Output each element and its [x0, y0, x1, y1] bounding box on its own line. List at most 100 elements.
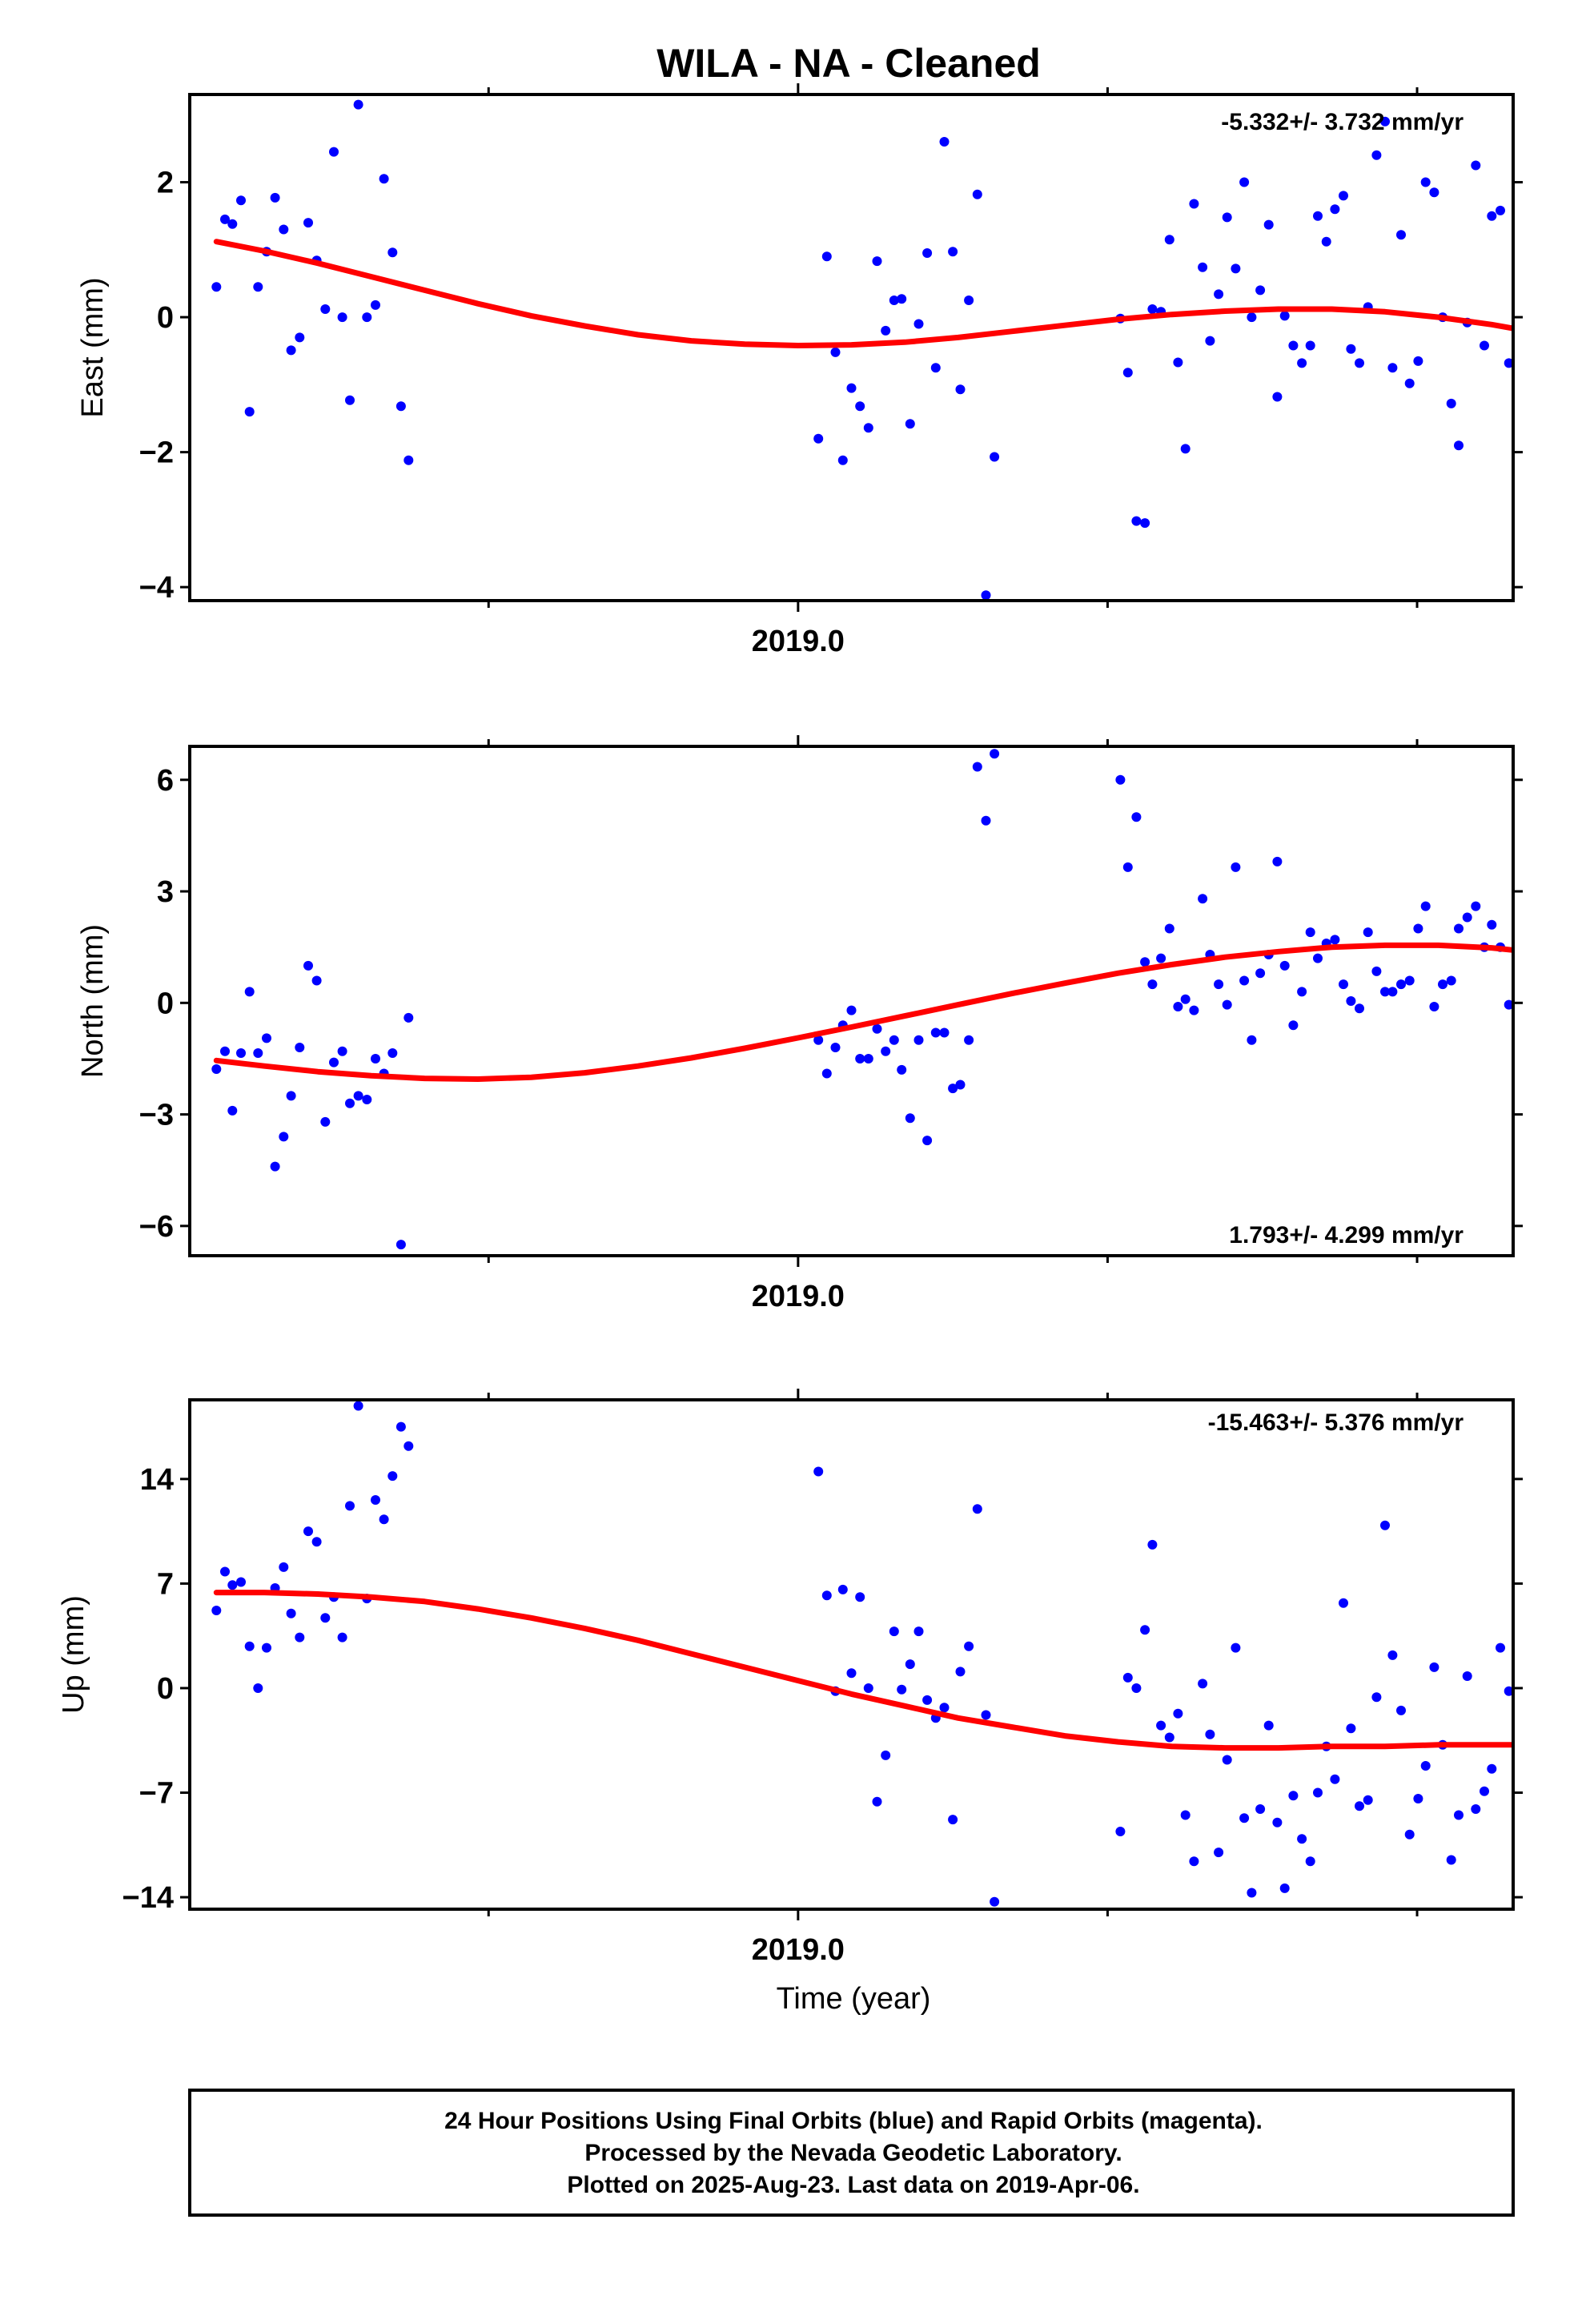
up-data-point [846, 1668, 857, 1679]
up-data-point [1429, 1662, 1439, 1672]
up-data-point [320, 1613, 331, 1623]
north-data-point [320, 1116, 331, 1127]
north-y-tick-label: 6 [157, 764, 174, 798]
east-data-point [1480, 340, 1489, 351]
up-data-point [404, 1441, 414, 1451]
up-data-point [1272, 1817, 1283, 1827]
north-data-point [211, 1064, 222, 1074]
north-data-point [1420, 901, 1431, 911]
north-plot-area [211, 749, 1580, 1250]
up-data-point [964, 1641, 974, 1651]
east-data-point [1313, 211, 1323, 221]
east-data-point [990, 452, 1000, 462]
x-axis-label: Time (year) [777, 1982, 931, 2016]
north-data-point [1115, 774, 1126, 785]
up-data-point [1263, 1720, 1274, 1731]
east-data-point [329, 147, 339, 157]
up-data-point [1363, 1795, 1373, 1805]
up-data-point [1231, 1642, 1241, 1653]
up-data-point [1554, 1828, 1564, 1838]
north-data-point [821, 1068, 832, 1079]
up-data-point [881, 1750, 891, 1760]
north-data-point [345, 1098, 355, 1108]
up-data-point [345, 1501, 355, 1511]
north-data-point [1346, 996, 1356, 1006]
north-y-axis-label: North (mm) [76, 924, 110, 1078]
north-data-point [1355, 1003, 1364, 1014]
east-data-point [813, 433, 824, 444]
up-plot-frame [188, 1398, 1515, 1911]
up-data-point [253, 1683, 263, 1693]
north-data-point [1487, 919, 1497, 930]
north-data-point [396, 1240, 406, 1250]
east-data-point [1288, 340, 1299, 351]
up-data-point [244, 1641, 255, 1651]
up-data-point [1222, 1755, 1232, 1765]
up-data-point [1164, 1732, 1174, 1743]
east-data-point [1537, 517, 1547, 526]
up-data-point [379, 1514, 389, 1525]
east-data-point [1454, 440, 1464, 451]
east-data-point [404, 455, 414, 465]
north-data-point [220, 1046, 230, 1056]
north-data-point [227, 1105, 238, 1116]
north-y-tick-label: 3 [157, 875, 174, 909]
east-data-point [939, 137, 950, 147]
up-data-point [286, 1608, 296, 1618]
east-data-point [1339, 191, 1348, 201]
north-y-tick-label: −6 [139, 1210, 174, 1244]
north-data-point [362, 1095, 372, 1104]
east-data-point [1279, 311, 1290, 321]
north-data-point [1222, 999, 1232, 1010]
east-data-point [236, 195, 246, 206]
up-data-point [1537, 1746, 1547, 1755]
up-data-point [1297, 1834, 1307, 1844]
up-data-point [1214, 1848, 1224, 1858]
up-data-point [295, 1632, 305, 1642]
east-data-point [881, 325, 891, 336]
east-plot-area [211, 99, 1547, 601]
up-data-point [1239, 1813, 1250, 1823]
north-data-point [1387, 987, 1398, 997]
up-data-point [897, 1684, 907, 1695]
up-data-point [939, 1703, 950, 1713]
north-data-point [1247, 1035, 1257, 1045]
east-data-point [1504, 358, 1513, 368]
up-axes: −14 −7 0 7 14 2019.0 [122, 1389, 1523, 1967]
footer-line-3: Plotted on 2025-Aug-23. Last data on 201… [567, 2172, 1139, 2198]
up-y-tick-label: 0 [157, 1672, 174, 1706]
east-data-point [320, 304, 331, 314]
east-data-point [337, 312, 347, 323]
north-data-point [872, 1023, 882, 1034]
east-data-point [889, 296, 899, 305]
up-data-point [1546, 1678, 1556, 1687]
north-data-point [1462, 912, 1472, 923]
east-data-point [1380, 116, 1390, 127]
up-data-point [1339, 1598, 1348, 1608]
north-data-point [1438, 979, 1447, 990]
east-data-point [1330, 204, 1340, 215]
up-y-tick-label: 7 [157, 1567, 174, 1601]
north-data-point [955, 1080, 966, 1090]
up-data-point [1140, 1625, 1150, 1635]
east-data-point [1371, 150, 1382, 160]
east-data-point [1272, 392, 1283, 402]
north-data-point [1305, 927, 1315, 938]
up-data-point [948, 1815, 958, 1825]
east-y-axis-label: East (mm) [76, 277, 110, 417]
north-data-point [1537, 1026, 1547, 1035]
east-data-point [1528, 388, 1538, 398]
east-data-point [387, 247, 398, 258]
east-data-point [1321, 236, 1331, 247]
north-data-point [1429, 1002, 1439, 1011]
up-data-point [1446, 1855, 1456, 1865]
north-fit-line [213, 942, 1513, 1082]
north-data-point [1140, 957, 1150, 967]
north-data-point [981, 815, 991, 826]
east-data-point [863, 423, 873, 433]
north-data-point [1570, 877, 1580, 887]
north-data-point [1214, 979, 1224, 990]
north-data-point [1504, 999, 1513, 1010]
north-data-point [1156, 953, 1166, 963]
north-data-point [1380, 987, 1390, 997]
